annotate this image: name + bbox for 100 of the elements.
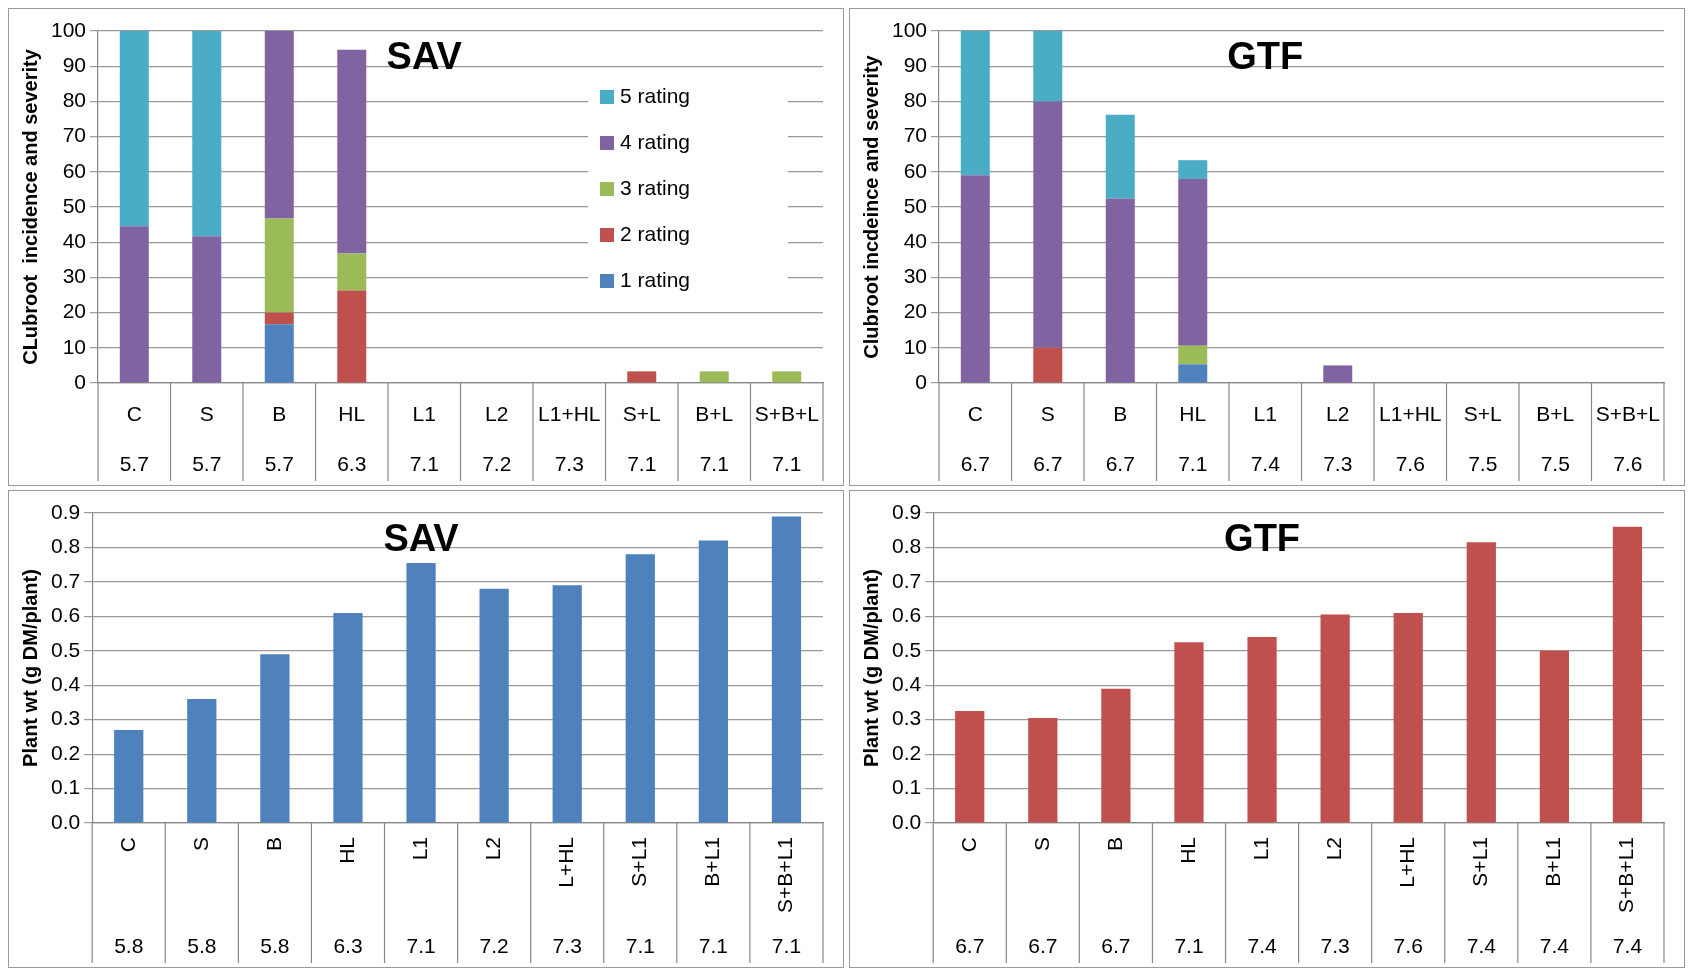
x-tick-label: S+B+L1 — [773, 837, 797, 913]
bar — [1033, 347, 1063, 383]
y-tick-label: 0.2 — [891, 740, 922, 764]
y-tick-label: 10 — [903, 334, 928, 358]
x-tick-label: B+L1 — [1541, 837, 1565, 887]
text: 7.3 — [554, 451, 584, 475]
text: 6.7 — [1028, 933, 1058, 957]
bar — [772, 371, 802, 383]
y-axis-title: Clubroot incdeince and severity — [859, 54, 882, 359]
y-tick-label: 0.0 — [50, 809, 81, 833]
text: 7.2 — [482, 451, 512, 475]
x-tick-label: S+L — [1463, 402, 1502, 426]
bar — [192, 236, 222, 383]
bar — [698, 540, 728, 823]
bar — [1612, 526, 1643, 823]
y-tick-label: 20 — [62, 299, 87, 323]
text: 7.1 — [1174, 933, 1204, 957]
x-tick-label: S+L1 — [1468, 837, 1492, 887]
text: 7.4 — [1612, 933, 1643, 957]
y-tick-label: 100 — [891, 17, 928, 41]
bar — [1033, 31, 1063, 102]
legend-label: 4 rating — [620, 129, 691, 153]
y-tick-label: 80 — [62, 88, 87, 112]
y-tick-label: 30 — [62, 264, 87, 288]
text: 7.1 — [771, 933, 802, 957]
x-tick-label: B+L — [695, 402, 734, 426]
bar — [260, 654, 290, 823]
text: 7.6 — [1393, 933, 1423, 957]
y-tick-label: 80 — [903, 88, 928, 112]
y-tick-label: 0.2 — [50, 740, 81, 764]
x-tick-label: B — [261, 837, 285, 852]
text: 7.1 — [1178, 451, 1208, 475]
y-tick-label: 50 — [903, 193, 928, 217]
bar — [625, 554, 655, 823]
text: 7.6 — [1613, 451, 1643, 475]
x-tick-label: HL — [1175, 837, 1199, 864]
y-tick-label: 100 — [50, 17, 87, 41]
x-tick-label: L+HL — [554, 837, 578, 888]
y-axis-title: Plant wt (g DM/plant) — [859, 569, 882, 767]
bar — [264, 312, 294, 325]
x-tick-label: S — [188, 837, 212, 852]
bar — [1033, 101, 1063, 348]
bar — [955, 711, 985, 823]
text: 7.1 — [409, 451, 439, 475]
x-tick-label: L+HL — [1395, 837, 1419, 888]
text: 6.7 — [1105, 451, 1135, 475]
y-tick-label: 0.8 — [50, 534, 81, 558]
x-tick-label: S — [199, 402, 214, 426]
bar — [1105, 114, 1135, 199]
text: 7.3 — [1320, 933, 1350, 957]
bar — [114, 730, 144, 823]
bar — [119, 31, 149, 227]
text: 7.2 — [479, 933, 509, 957]
bar — [1028, 717, 1058, 823]
text: 5.7 — [119, 451, 149, 475]
x-tick-label: HL — [334, 837, 358, 864]
y-tick-label: 70 — [903, 123, 928, 147]
legend-label: 2 rating — [620, 221, 691, 245]
bar — [406, 562, 436, 823]
y-tick-label: 70 — [62, 123, 87, 147]
bar — [479, 588, 509, 823]
text: 7.4 — [1250, 451, 1281, 475]
y-tick-label: 0.7 — [50, 568, 81, 592]
y-tick-label: 40 — [903, 229, 928, 252]
y-tick-label: 50 — [62, 193, 87, 217]
text: 6.7 — [1033, 451, 1063, 475]
x-tick-label: HL — [338, 402, 366, 426]
bar — [1178, 345, 1208, 365]
bar — [1323, 365, 1353, 383]
y-tick-label: 0.3 — [891, 706, 922, 730]
y-tick-label: 0.1 — [50, 775, 81, 799]
text: 5.7 — [192, 451, 222, 475]
chart-title: SAV — [383, 517, 460, 560]
x-tick-label: L2 — [485, 402, 509, 426]
bar — [333, 612, 363, 823]
x-tick-label: S — [1040, 402, 1055, 426]
text: 7.1 — [699, 451, 729, 475]
x-tick-label: L1+HL — [1379, 402, 1442, 426]
y-tick-label: 0.4 — [891, 672, 922, 696]
bar — [1320, 614, 1350, 823]
y-tick-label: 60 — [903, 158, 928, 182]
y-tick-label: 10 — [62, 334, 87, 358]
text: 6.7 — [1101, 933, 1131, 957]
y-tick-label: 30 — [903, 264, 928, 288]
bar — [1174, 642, 1204, 823]
legend-label: 1 rating — [620, 267, 691, 291]
text: 7.3 — [1323, 451, 1353, 475]
x-tick-label: S+L — [622, 402, 661, 426]
bar — [1178, 178, 1208, 346]
bar — [119, 226, 149, 383]
y-tick-label: 0.7 — [891, 568, 922, 592]
legend-label: 3 rating — [620, 175, 691, 199]
x-tick-label: C — [115, 837, 139, 853]
bar — [1539, 650, 1569, 823]
y-axis-title: CLubroot incidence and severity — [18, 48, 41, 365]
text: 6.3 — [337, 451, 367, 475]
text: 5.8 — [260, 933, 290, 957]
bar — [627, 371, 657, 383]
y-tick-label: 90 — [903, 53, 928, 76]
y-tick-label: 0.3 — [50, 706, 81, 730]
